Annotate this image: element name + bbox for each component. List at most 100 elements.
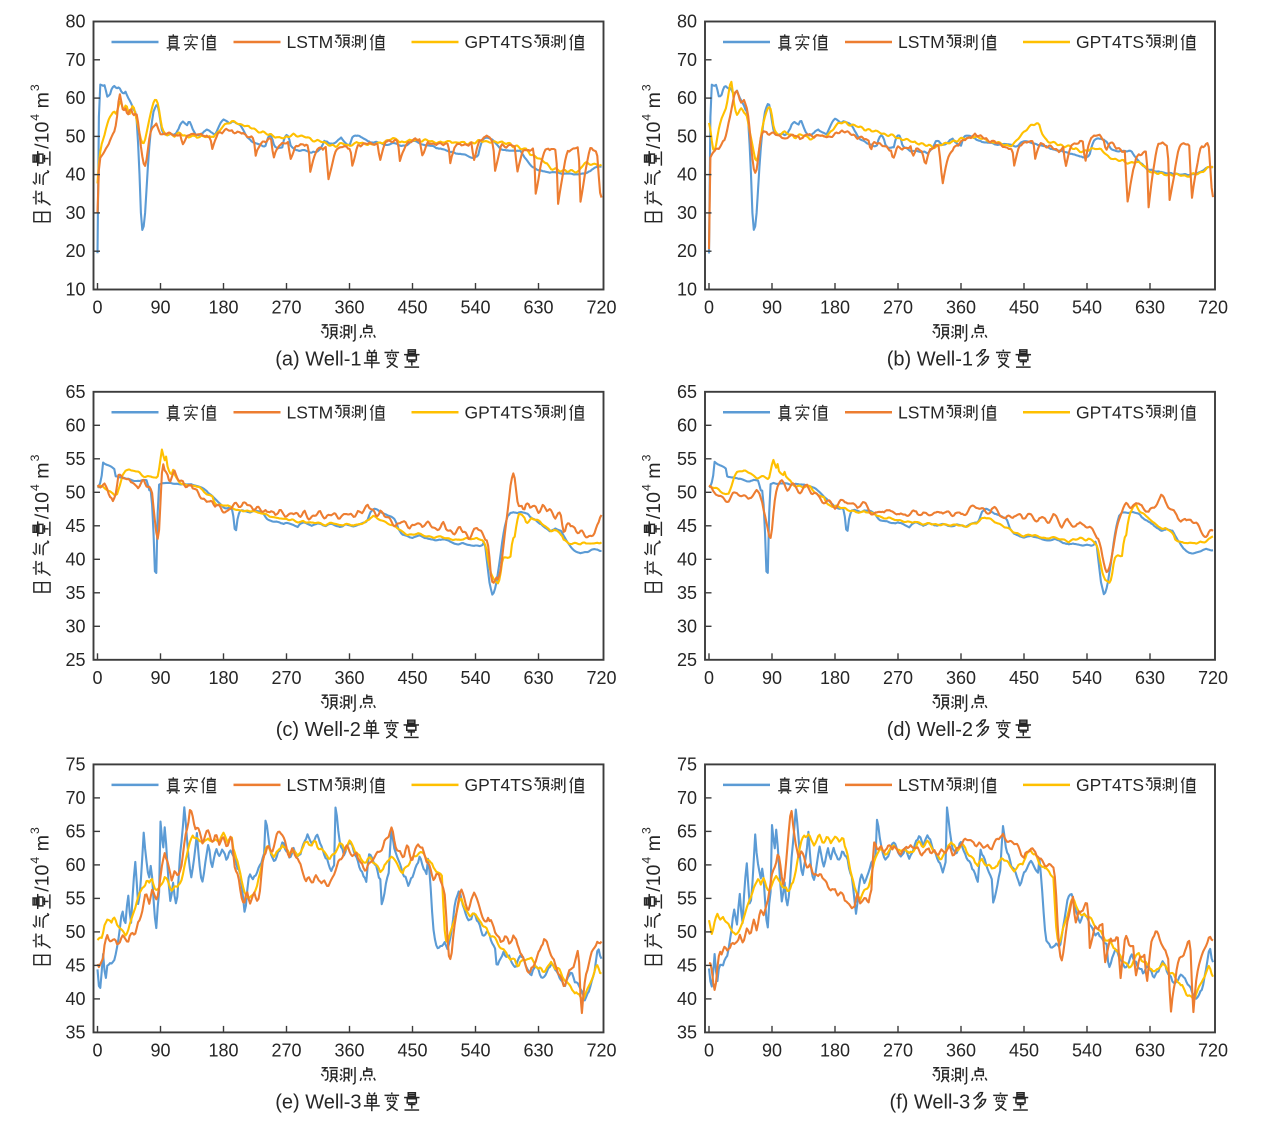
svg-text:GPT4TS: GPT4TS — [465, 403, 533, 423]
svg-text:50: 50 — [677, 922, 697, 942]
svg-text:60: 60 — [65, 88, 85, 108]
svg-text:m: m — [31, 835, 53, 851]
svg-text:50: 50 — [677, 126, 697, 146]
svg-text:450: 450 — [397, 668, 427, 688]
svg-text:Well-2: Well-2 — [305, 719, 361, 741]
svg-text:180: 180 — [820, 298, 850, 318]
svg-text:/10: /10 — [31, 122, 53, 149]
svg-text:450: 450 — [397, 298, 427, 318]
svg-text:720: 720 — [586, 668, 616, 688]
svg-text:3: 3 — [28, 827, 42, 834]
svg-text:45: 45 — [65, 955, 85, 975]
svg-text:20: 20 — [65, 241, 85, 261]
svg-text:4: 4 — [28, 114, 42, 121]
svg-text:3: 3 — [640, 454, 654, 461]
svg-text:/10: /10 — [31, 864, 53, 891]
svg-text:270: 270 — [883, 298, 913, 318]
svg-text:180: 180 — [208, 668, 238, 688]
svg-text:m: m — [31, 92, 53, 108]
svg-text:90: 90 — [150, 668, 170, 688]
svg-text:40: 40 — [65, 165, 85, 185]
svg-text:50: 50 — [65, 922, 85, 942]
svg-text:65: 65 — [677, 821, 697, 841]
svg-text:70: 70 — [677, 50, 697, 70]
svg-text:4: 4 — [640, 857, 654, 864]
svg-text:LSTM: LSTM — [898, 32, 945, 52]
svg-text:/10: /10 — [643, 122, 665, 149]
svg-text:60: 60 — [65, 855, 85, 875]
svg-text:50: 50 — [677, 482, 697, 502]
svg-text:630: 630 — [1135, 668, 1165, 688]
svg-text:540: 540 — [1072, 1040, 1102, 1060]
svg-text:30: 30 — [677, 616, 697, 636]
svg-text:90: 90 — [150, 1040, 170, 1060]
svg-text:GPT4TS: GPT4TS — [1076, 775, 1144, 795]
svg-text:80: 80 — [65, 12, 85, 32]
svg-text:180: 180 — [820, 1040, 850, 1060]
svg-text:270: 270 — [883, 1040, 913, 1060]
svg-text:40: 40 — [677, 165, 697, 185]
svg-text:25: 25 — [677, 650, 697, 670]
svg-text:720: 720 — [586, 298, 616, 318]
svg-text:90: 90 — [762, 668, 782, 688]
svg-text:40: 40 — [677, 549, 697, 569]
svg-text:0: 0 — [92, 298, 102, 318]
svg-text:45: 45 — [677, 516, 697, 536]
svg-text:4: 4 — [28, 857, 42, 864]
svg-text:0: 0 — [704, 298, 714, 318]
svg-text:0: 0 — [704, 1040, 714, 1060]
svg-text:60: 60 — [677, 415, 697, 435]
svg-text:3: 3 — [640, 827, 654, 834]
svg-text:720: 720 — [1198, 1040, 1228, 1060]
svg-text:Well-3: Well-3 — [305, 1092, 361, 1114]
svg-text:25: 25 — [65, 650, 85, 670]
svg-text:10: 10 — [65, 280, 85, 300]
svg-text:80: 80 — [677, 12, 697, 32]
svg-text:Well-1: Well-1 — [917, 349, 973, 371]
svg-text:630: 630 — [1135, 298, 1165, 318]
svg-text:/10: /10 — [31, 492, 53, 519]
svg-text:630: 630 — [1135, 1040, 1165, 1060]
svg-text:(e): (e) — [275, 1092, 299, 1114]
svg-text:Well-2: Well-2 — [917, 719, 973, 741]
svg-text:(f): (f) — [890, 1092, 909, 1114]
svg-text:75: 75 — [65, 754, 85, 774]
svg-text:270: 270 — [271, 1040, 301, 1060]
svg-text:70: 70 — [677, 788, 697, 808]
svg-text:30: 30 — [677, 203, 697, 223]
svg-text:180: 180 — [208, 1040, 238, 1060]
svg-text:40: 40 — [65, 989, 85, 1009]
svg-text:450: 450 — [1009, 298, 1039, 318]
svg-text:55: 55 — [677, 888, 697, 908]
svg-text:GPT4TS: GPT4TS — [1076, 32, 1144, 52]
svg-text:90: 90 — [150, 298, 170, 318]
svg-text:60: 60 — [677, 855, 697, 875]
svg-text:720: 720 — [1198, 668, 1228, 688]
svg-text:3: 3 — [28, 454, 42, 461]
svg-text:0: 0 — [92, 668, 102, 688]
svg-text:65: 65 — [65, 382, 85, 402]
svg-text:360: 360 — [946, 668, 976, 688]
svg-text:540: 540 — [460, 668, 490, 688]
svg-text:LSTM: LSTM — [287, 32, 334, 52]
svg-text:65: 65 — [65, 821, 85, 841]
svg-text:LSTM: LSTM — [287, 403, 334, 423]
svg-text:60: 60 — [677, 88, 697, 108]
svg-text:45: 45 — [65, 516, 85, 536]
svg-text:450: 450 — [397, 1040, 427, 1060]
svg-text:(c): (c) — [276, 719, 299, 741]
svg-text:GPT4TS: GPT4TS — [1076, 403, 1144, 423]
svg-text:540: 540 — [460, 298, 490, 318]
svg-text:270: 270 — [883, 668, 913, 688]
svg-text:(d): (d) — [887, 719, 911, 741]
svg-text:60: 60 — [65, 415, 85, 435]
svg-text:35: 35 — [677, 583, 697, 603]
svg-text:90: 90 — [762, 1040, 782, 1060]
svg-text:35: 35 — [65, 583, 85, 603]
svg-text:3: 3 — [640, 84, 654, 91]
svg-text:540: 540 — [1072, 298, 1102, 318]
svg-text:55: 55 — [65, 449, 85, 469]
svg-text:270: 270 — [271, 298, 301, 318]
svg-text:50: 50 — [65, 126, 85, 146]
svg-text:/10: /10 — [643, 864, 665, 891]
